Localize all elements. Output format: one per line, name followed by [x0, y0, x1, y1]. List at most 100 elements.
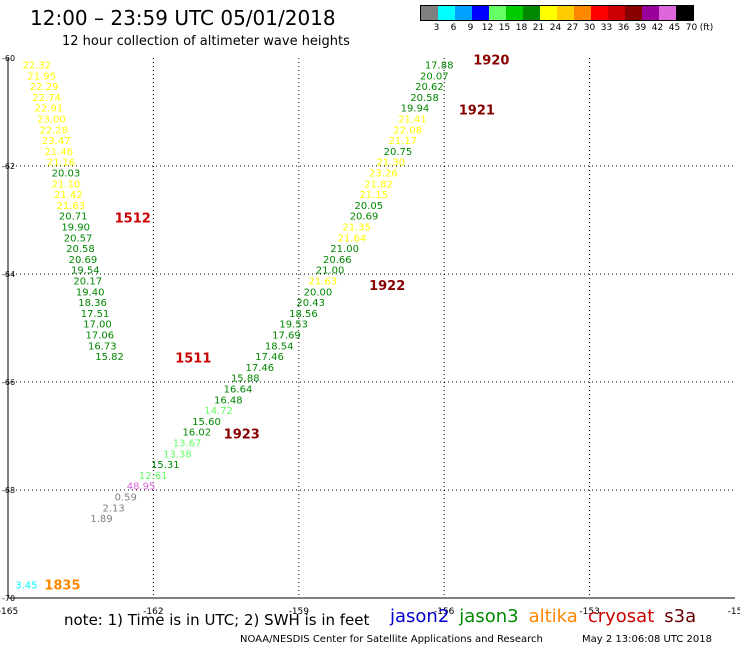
satellite-legend-item: jason2	[390, 606, 450, 627]
scale-label: 6	[450, 23, 457, 33]
x-tick-label: -159	[289, 607, 310, 617]
wave-height-point: 16.73	[88, 341, 117, 352]
credit-line: NOAA/NESDIS Center for Satellite Applica…	[240, 634, 543, 645]
scale-label: 36	[617, 23, 630, 33]
scale-swatch	[676, 6, 693, 20]
wave-height-point: 15.31	[151, 460, 180, 471]
satellite-legend-item: cryosat	[587, 606, 655, 627]
wave-height-point: 21.41	[398, 114, 427, 125]
scale-swatch	[608, 6, 625, 20]
wave-height-point: 15.60	[192, 417, 221, 428]
scale-swatch	[557, 6, 574, 20]
wave-height-point: 23.47	[42, 136, 71, 147]
scale-label: 30	[583, 23, 596, 33]
color-scale-swatches	[420, 5, 694, 21]
pass-time-label: 1923	[224, 427, 260, 442]
scale-swatch	[523, 6, 540, 20]
scale-label: 21	[532, 23, 545, 33]
scale-swatch	[540, 6, 557, 20]
scale-swatch	[438, 6, 455, 20]
wave-height-point: 0.59	[115, 492, 137, 503]
scale-swatch	[472, 6, 489, 20]
wave-height-point: 16.64	[224, 384, 253, 395]
scale-label: 27	[566, 23, 579, 33]
wave-height-point: 21.95	[27, 71, 56, 82]
wave-height-point: 21.17	[388, 136, 417, 147]
pass-time-label: 1922	[369, 279, 405, 294]
wave-height-point: 20.00	[304, 287, 333, 298]
scale-swatch	[455, 6, 472, 20]
color-scale-legend: 3 6 9 12 15 18 21 24 27 30 33 36 39 42 45 70 (ft)	[420, 5, 714, 33]
wave-height-point: 19.90	[61, 222, 90, 233]
wave-height-point: 20.43	[296, 298, 325, 309]
wave-height-point: 20.58	[410, 93, 439, 104]
pass-time-label: 1835	[44, 579, 80, 594]
wave-height-point: 19.54	[71, 266, 100, 277]
y-tick-label: -60	[2, 54, 15, 63]
wave-height-point: 21.46	[44, 147, 73, 158]
wave-height-point: 20.05	[355, 201, 384, 212]
wave-height-point: 15.88	[231, 374, 260, 385]
wave-height-point: 17.69	[272, 330, 301, 341]
wave-height-point: 21.63	[308, 276, 337, 287]
color-scale-labels: 3 6 9 12 15 18 21 24 27 30 33 36 39 42 45 70 (ft)	[420, 21, 714, 33]
wave-height-point: 14.72	[204, 406, 233, 417]
chart-subtitle: 12 hour collection of altimeter wave hei…	[62, 34, 350, 49]
scale-label: 15	[498, 23, 511, 33]
wave-height-point: 19.53	[279, 320, 308, 331]
wave-height-point: 22.32	[23, 60, 52, 71]
wave-height-point: 48.95	[127, 482, 156, 493]
wave-height-point: 23.00	[37, 114, 66, 125]
scale-swatch	[574, 6, 591, 20]
wave-height-point: 16.02	[182, 428, 211, 439]
wave-height-point: 20.03	[52, 168, 81, 179]
wave-height-point: 21.00	[316, 266, 345, 277]
wave-height-point: 22.74	[32, 93, 61, 104]
wave-height-point: 22.91	[35, 104, 64, 115]
wave-height-point: 20.17	[73, 276, 102, 287]
pass-time-label: 1920	[473, 54, 509, 69]
wave-height-point: 21.63	[56, 201, 85, 212]
wave-height-point: 23.26	[369, 168, 398, 179]
wave-height-point: 2.13	[103, 503, 125, 514]
scale-swatch	[659, 6, 676, 20]
wave-height-point: 20.71	[59, 212, 88, 223]
x-tick-label: -165	[0, 607, 18, 617]
scale-label: 3	[433, 23, 440, 33]
chart-title: 12:00 – 23:59 UTC 05/01/2018	[30, 6, 336, 30]
wave-height-point: 21.64	[338, 233, 367, 244]
scale-label: 9	[467, 23, 474, 33]
wave-height-point: 12.61	[139, 471, 168, 482]
wave-height-point: 3.45	[15, 581, 37, 592]
wave-height-point: 17.51	[81, 309, 110, 320]
y-tick-label: -64	[2, 270, 15, 279]
scale-label: 42	[651, 23, 664, 33]
wave-height-point: 21.35	[342, 222, 371, 233]
wave-height-point: 20.66	[323, 255, 352, 266]
pass-time-label: 1921	[459, 103, 495, 118]
y-tick-label: -66	[2, 378, 15, 387]
wave-height-point: 15.82	[95, 352, 124, 363]
generation-timestamp: May 2 13:06:08 UTC 2018	[582, 634, 712, 645]
y-tick-label: -68	[2, 486, 15, 495]
wave-height-point: 1.89	[90, 514, 112, 525]
satellite-legend-item: s3a	[664, 606, 697, 627]
x-tick-label: -162	[143, 607, 163, 617]
scale-label: 45	[668, 23, 681, 33]
wave-height-point: 21.82	[364, 179, 393, 190]
wave-height-point: 19.40	[76, 287, 105, 298]
pass-time-label: 1512	[115, 211, 151, 226]
scale-swatch	[591, 6, 608, 20]
wave-height-point: 18.54	[265, 341, 294, 352]
wave-height-point: 21.30	[376, 158, 405, 169]
pass-time-label: 1511	[175, 352, 211, 367]
wave-height-point: 20.07	[420, 71, 449, 82]
wave-height-point: 20.75	[384, 147, 413, 158]
y-tick-label: -70	[2, 594, 15, 603]
wave-height-point: 21.00	[330, 244, 359, 255]
wave-height-point: 13.67	[173, 438, 202, 449]
x-tick-label: -153	[579, 607, 599, 617]
wave-height-point: 20.58	[66, 244, 95, 255]
wave-height-point: 19.94	[401, 104, 430, 115]
